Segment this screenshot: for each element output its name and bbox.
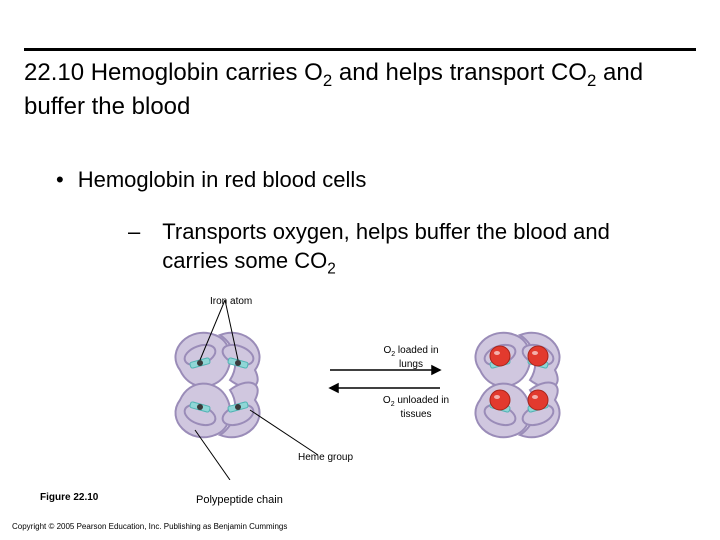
title-part1: 22.10 Hemoglobin carries O (24, 59, 323, 86)
label-o2-unloaded: O2 unloaded in tissues (376, 395, 456, 420)
title-rule (24, 48, 696, 51)
title-sub2: 2 (587, 71, 596, 90)
o2u-b: unloaded in tissues (395, 395, 450, 420)
bullet-level1: • Hemoglobin in red blood cells (56, 166, 676, 195)
hemoglobin-diagram (130, 300, 610, 480)
label-polypeptide: Polypeptide chain (196, 494, 283, 506)
slide-title: 22.10 Hemoglobin carries O2 and helps tr… (24, 58, 696, 122)
bullet1-text: Hemoglobin in red blood cells (78, 167, 367, 192)
o2u-a: O (383, 395, 391, 406)
copyright-line: Copyright © 2005 Pearson Education, Inc.… (12, 522, 287, 531)
bullet-dot: • (56, 167, 64, 192)
title-part2: and helps transport CO (332, 59, 587, 86)
label-o2-loaded: O2 loaded in lungs (376, 345, 446, 370)
label-heme-group: Heme group (298, 452, 353, 463)
bullet-level2: – Transports oxygen, helps buffer the bl… (128, 218, 668, 279)
title-sub1: 2 (323, 71, 332, 90)
o2l-b: loaded in lungs (395, 345, 438, 370)
figure-number: Figure 22.10 (40, 492, 98, 503)
sub1-sub: 2 (327, 260, 336, 277)
sub1-a: Transports oxygen, helps buffer the bloo… (162, 219, 610, 273)
sub-bullet-text: Transports oxygen, helps buffer the bloo… (162, 218, 668, 279)
label-iron-atom: Iron atom (210, 296, 252, 307)
dash: – (128, 218, 140, 279)
